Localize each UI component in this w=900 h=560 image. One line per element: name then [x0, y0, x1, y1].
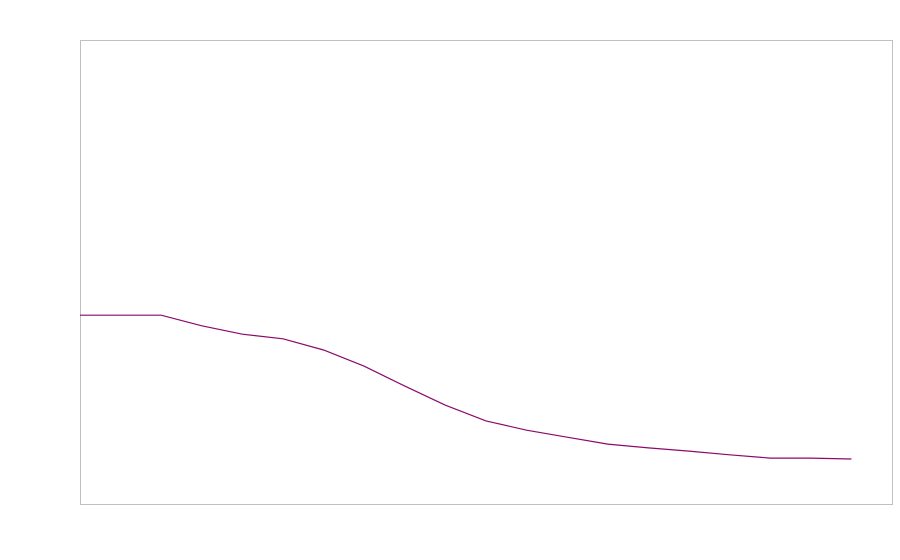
series-layer — [80, 314, 852, 460]
series-line-0 — [80, 314, 852, 460]
plot-frame — [80, 40, 893, 505]
